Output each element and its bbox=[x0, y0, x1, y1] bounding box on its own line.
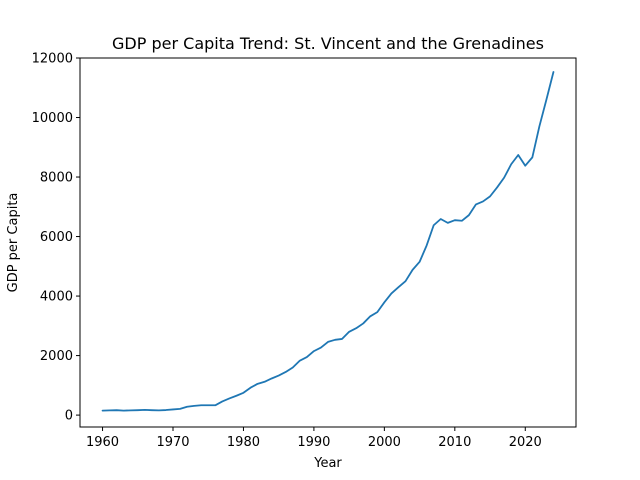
x-tick-label: 1980 bbox=[227, 435, 260, 450]
x-tick-label: 2010 bbox=[438, 435, 471, 450]
plot-frame bbox=[79, 57, 577, 428]
y-tick-label: 6000 bbox=[40, 230, 73, 245]
axis-ticks: 1960 1970 1980 1990 2000 2010 2020 0 2000 4000 600… bbox=[32, 52, 542, 451]
x-tick-label: 1990 bbox=[297, 435, 330, 450]
y-tick-label: 8000 bbox=[40, 171, 73, 186]
y-tick-label: 2000 bbox=[40, 349, 73, 364]
chart-title: GDP per Capita Trend: St. Vincent and th… bbox=[112, 34, 544, 53]
x-tick-label: 2020 bbox=[509, 435, 542, 450]
series-group bbox=[101, 71, 555, 412]
y-tick-label: 10000 bbox=[32, 111, 73, 126]
x-tick-label: 1970 bbox=[156, 435, 189, 450]
y-axis-label: GDP per Capita bbox=[6, 193, 21, 293]
y-tick-label: 0 bbox=[65, 409, 73, 424]
y-tick-label: 12000 bbox=[32, 52, 73, 67]
y-tick-label: 4000 bbox=[40, 290, 73, 305]
x-tick-label: 2000 bbox=[368, 435, 401, 450]
series-line bbox=[101, 71, 555, 412]
x-tick-label: 1960 bbox=[86, 435, 119, 450]
x-axis-label: Year bbox=[313, 456, 342, 471]
